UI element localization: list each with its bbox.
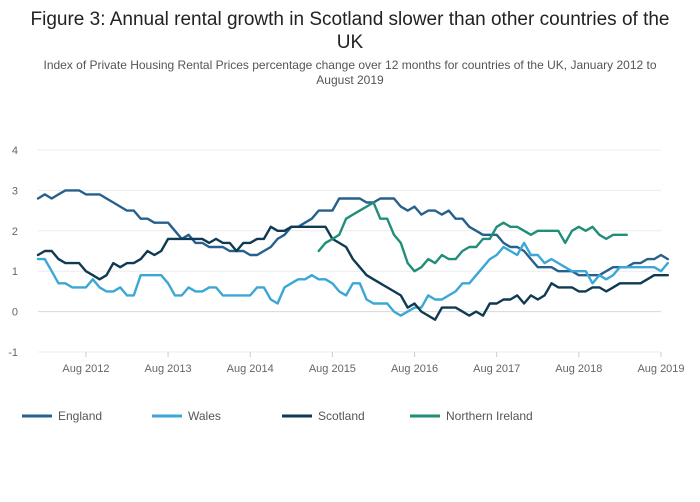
y-tick-label: 0 [12, 307, 18, 319]
x-tick-label: Aug 2019 [637, 363, 684, 375]
y-tick-label: 1 [12, 266, 18, 278]
legend-label: Scotland [318, 409, 365, 423]
x-tick-label: Aug 2018 [555, 363, 602, 375]
y-axis: -1 0 1 2 3 4 [8, 145, 18, 359]
legend-item-wales[interactable]: Wales [152, 409, 221, 423]
x-axis: Aug 2012 Aug 2013 Aug 2014 Aug 2015 Aug 2016… [62, 352, 685, 375]
grid-lines [38, 149, 661, 353]
x-tick-label: Aug 2012 [62, 363, 109, 375]
y-tick-label: -1 [8, 347, 18, 359]
legend-item-northern-ireland[interactable]: Northern Ireland [410, 409, 533, 423]
y-tick-label: 4 [12, 145, 18, 157]
legend-label: Northern Ireland [446, 409, 533, 423]
legend-item-scotland[interactable]: Scotland [282, 409, 365, 423]
series-line-scotland [36, 225, 669, 321]
legend: England Wales Scotland Northern Ireland [22, 409, 533, 423]
y-tick-label: 3 [12, 185, 18, 197]
legend-item-england[interactable]: England [22, 409, 102, 423]
x-tick-label: Aug 2015 [309, 363, 356, 375]
chart-subtitle: Index of Private Housing Rental Prices p… [43, 58, 657, 87]
legend-label: England [58, 409, 102, 423]
x-tick-label: Aug 2016 [391, 363, 438, 375]
x-tick-label: Aug 2013 [145, 363, 192, 375]
series-line-england [36, 189, 669, 277]
series-line-wales [36, 241, 669, 317]
x-tick-label: Aug 2017 [473, 363, 520, 375]
series-lines [36, 189, 669, 321]
y-tick-label: 2 [12, 226, 18, 238]
chart-title: Figure 3: Annual rental growth in Scotla… [30, 9, 670, 53]
x-tick-label: Aug 2014 [227, 363, 274, 375]
legend-label: Wales [188, 409, 221, 423]
series-line-northern-ireland [317, 201, 628, 273]
